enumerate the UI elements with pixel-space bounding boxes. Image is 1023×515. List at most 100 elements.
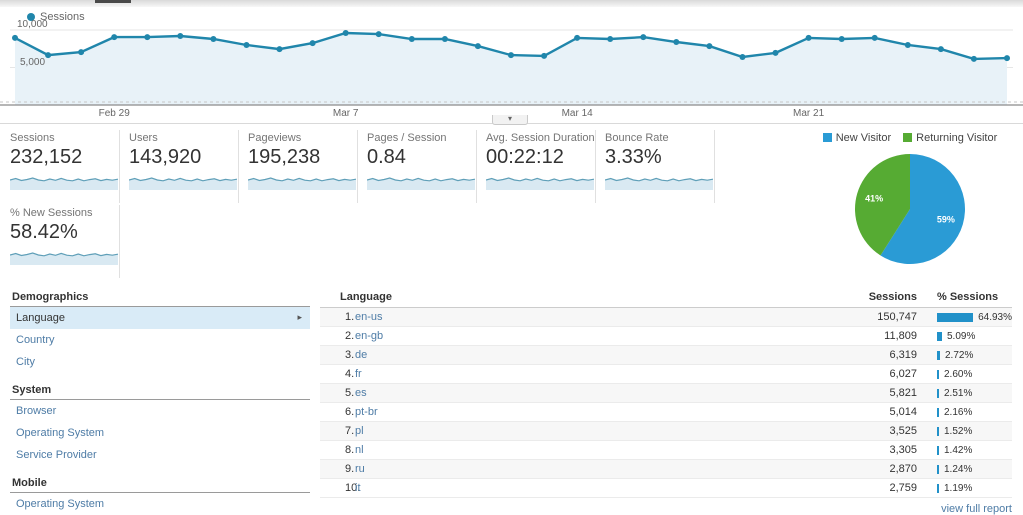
chart-data-point[interactable] — [78, 49, 85, 56]
percent-bar — [937, 483, 939, 493]
column-header-sessions[interactable]: Sessions — [868, 291, 917, 303]
visitor-pie-chart[interactable]: 59% 41% — [850, 148, 970, 270]
tab-remnant — [95, 0, 131, 3]
chart-data-point[interactable] — [12, 34, 18, 41]
row-rank: 3. — [345, 349, 355, 361]
sessions-line-chart[interactable] — [0, 8, 1023, 107]
table-row: 4.fr 6,027 2.60% — [320, 365, 1012, 384]
sidebar-item-country[interactable]: Country — [10, 329, 310, 351]
sidebar-item-language[interactable]: Language ▸ — [10, 307, 310, 329]
language-link[interactable]: en-us — [355, 311, 383, 323]
metric-card-pageviews[interactable]: Pageviews 195,238 — [247, 130, 358, 203]
chart-data-point[interactable] — [970, 55, 977, 62]
sidebar-item-operating-system[interactable]: Operating System — [10, 493, 310, 515]
pie-legend-returning-visitor[interactable]: Returning Visitor — [903, 132, 997, 144]
metric-value: 58.42% — [10, 221, 78, 243]
chevron-down-icon: ▾ — [507, 114, 512, 123]
language-link[interactable]: pl — [355, 425, 364, 437]
chart-data-point[interactable] — [441, 36, 448, 42]
chart-data-point[interactable] — [607, 36, 614, 42]
sessions-value: 3,305 — [889, 444, 917, 456]
chart-data-point[interactable] — [111, 34, 118, 41]
chart-data-point[interactable] — [276, 46, 283, 53]
chart-data-point[interactable] — [342, 30, 349, 36]
pie-slice-new-visitor[interactable] — [880, 154, 965, 264]
table-row: 8.nl 3,305 1.42% — [320, 441, 1012, 460]
language-table: Language Sessions % Sessions 1.en-us 150,74… — [320, 287, 1012, 515]
report-sidebar: Demographics Language ▸ Country City System Br… — [10, 287, 310, 515]
view-full-report-link[interactable]: view full report — [941, 503, 1012, 515]
language-link[interactable]: ru — [355, 463, 365, 475]
visitor-pie-block: New Visitor Returning Visitor 59% 41% — [815, 132, 1005, 270]
row-rank: 6. — [345, 406, 355, 418]
chart-data-point[interactable] — [508, 52, 514, 59]
x-axis-tick: Feb 29 — [98, 108, 130, 119]
table-row: 7.pl 3,525 1.52% — [320, 422, 1012, 441]
chart-data-point[interactable] — [210, 36, 217, 42]
language-link[interactable]: de — [355, 349, 368, 361]
row-rank: 8. — [345, 444, 355, 456]
chart-data-point[interactable] — [772, 49, 779, 56]
chart-data-point[interactable] — [177, 33, 184, 39]
sidebar-item-label: Language — [16, 312, 65, 324]
pie-slice-returning-visitor[interactable] — [854, 154, 910, 256]
chart-data-point[interactable] — [541, 52, 548, 59]
column-header-sessions[interactable]: % Sessions — [937, 291, 999, 303]
metric-label: Bounce Rate — [605, 132, 669, 144]
x-axis-tick: Mar 21 — [793, 108, 825, 119]
language-link[interactable]: it — [355, 482, 361, 494]
percent-bar — [937, 331, 942, 341]
language-link[interactable]: pt-br — [355, 406, 378, 418]
metric-card-sessions[interactable]: Sessions 232,152 — [9, 130, 120, 203]
language-link[interactable]: es — [355, 387, 367, 399]
chart-data-point[interactable] — [805, 34, 812, 41]
sidebar-item-city[interactable]: City — [10, 351, 310, 373]
chart-data-point[interactable] — [838, 36, 845, 42]
table-row: 9.ru 2,870 1.24% — [320, 460, 1012, 479]
new-visitor-color-icon — [822, 133, 832, 142]
chart-data-point[interactable] — [243, 42, 250, 48]
metric-card-new-sessions[interactable]: % New Sessions 58.42% — [9, 205, 120, 278]
percent-bar — [937, 426, 939, 436]
chart-data-point[interactable] — [144, 34, 151, 41]
metric-card-pages-session[interactable]: Pages / Session 0.84 — [366, 130, 477, 203]
chevron-right-icon: ▸ — [297, 312, 302, 322]
percent-value: 5.09% — [947, 330, 976, 342]
chart-data-point[interactable] — [375, 31, 382, 38]
pie-legend: New Visitor Returning Visitor — [815, 132, 1005, 144]
row-rank: 2. — [345, 330, 355, 342]
metric-card-users[interactable]: Users 143,920 — [128, 130, 239, 203]
metric-card-avg-session-duration[interactable]: Avg. Session Duration 00:22:12 — [485, 130, 596, 203]
sessions-value: 2,870 — [889, 463, 917, 475]
row-rank: 1. — [345, 311, 355, 323]
percent-bar — [937, 312, 974, 322]
sidebar-item-browser[interactable]: Browser — [10, 400, 310, 422]
chart-data-point[interactable] — [309, 40, 316, 47]
chart-data-point[interactable] — [574, 34, 581, 41]
sidebar-item-label: Operating System — [16, 498, 105, 510]
chart-data-point[interactable] — [474, 43, 481, 50]
language-link[interactable]: nl — [355, 444, 364, 456]
chart-data-point[interactable] — [408, 36, 415, 42]
chart-data-point[interactable] — [871, 34, 878, 41]
chart-data-point[interactable] — [937, 46, 944, 53]
language-link[interactable]: fr — [355, 368, 362, 380]
sessions-value: 6,027 — [889, 368, 917, 380]
chart-data-point[interactable] — [673, 39, 680, 45]
chart-data-point[interactable] — [739, 54, 746, 60]
chart-data-point[interactable] — [45, 52, 52, 59]
metric-card-bounce-rate[interactable]: Bounce Rate 3.33% — [604, 130, 715, 203]
chart-data-point[interactable] — [904, 42, 911, 48]
collapse-chart-button[interactable]: ▾ — [492, 115, 528, 125]
sidebar-item-service-provider[interactable]: Service Provider — [10, 444, 310, 466]
column-header-language[interactable]: Language — [340, 291, 392, 303]
percent-value: 1.19% — [944, 482, 973, 494]
chart-data-point[interactable] — [640, 34, 647, 41]
language-link[interactable]: en-gb — [355, 330, 384, 342]
chart-data-point[interactable] — [1004, 55, 1010, 62]
percent-value: 1.24% — [944, 463, 973, 475]
pie-legend-new-visitor[interactable]: New Visitor — [822, 132, 891, 144]
sidebar-section-mobile: Mobile — [10, 473, 310, 493]
sidebar-item-operating-system[interactable]: Operating System — [10, 422, 310, 444]
chart-data-point[interactable] — [706, 43, 713, 50]
